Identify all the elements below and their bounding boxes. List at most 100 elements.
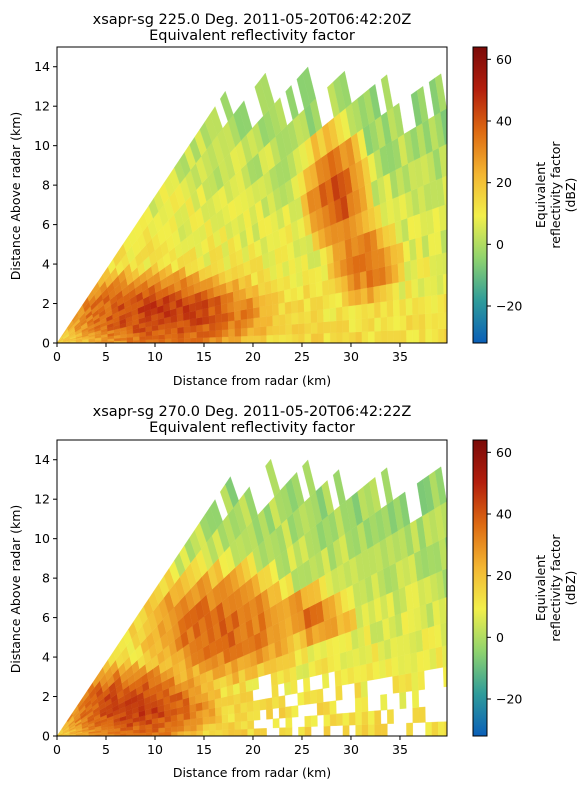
radar-gate: [442, 568, 447, 598]
radar-gate: [246, 297, 254, 310]
radar-gate: [269, 657, 278, 674]
radar-gate: [158, 727, 166, 733]
x-tick-label: 0: [53, 742, 61, 757]
radar-gate: [444, 328, 447, 343]
radar-gate: [209, 499, 223, 529]
radar-gate: [303, 297, 311, 312]
radar-gate: [291, 323, 299, 335]
x-tick-label: 15: [196, 742, 212, 757]
radar-gate: [435, 253, 444, 276]
radar-gate: [310, 322, 318, 334]
radar-gate: [145, 339, 153, 343]
radar-gate: [334, 276, 342, 294]
radar-gate: [278, 695, 286, 709]
radar-gate: [253, 728, 261, 736]
radar-gate: [234, 712, 242, 723]
radar-gate: [323, 321, 331, 334]
radar-gate: [234, 319, 242, 330]
radar-gate: [241, 728, 248, 736]
radar-gate: [333, 260, 342, 279]
radar-gate: [272, 314, 280, 327]
radar-gate: [360, 287, 368, 305]
radar-gate: [411, 690, 420, 709]
radar-gate: [302, 66, 316, 104]
radar-gate: [278, 302, 286, 316]
radar-gate: [391, 263, 399, 284]
radar-gate: [412, 707, 420, 724]
y-tick-label: 14: [34, 59, 50, 74]
radar-gate: [164, 726, 172, 733]
radar-gate: [416, 650, 425, 672]
radar-gate: [238, 668, 246, 683]
radar-gate: [310, 689, 318, 705]
radar-gate: [422, 649, 431, 671]
radar-gate: [366, 269, 374, 288]
radar-gate: [455, 249, 462, 272]
radar-gate: [145, 335, 153, 340]
radar-gate: [246, 700, 254, 713]
radar-gate: [398, 280, 406, 300]
radar-gate: [380, 694, 388, 711]
radar-gate: [404, 653, 412, 675]
radar-gate: [338, 70, 352, 109]
radar-gate: [240, 327, 248, 337]
radar-gate: [443, 293, 447, 313]
radar-gate: [152, 732, 159, 736]
radar-gate: [355, 331, 363, 343]
radar-gate: [339, 651, 348, 670]
radar-gate: [379, 284, 387, 303]
radar-gate: [253, 699, 261, 712]
radar-gate: [164, 338, 172, 343]
radar-gate: [208, 699, 216, 710]
radar-gate: [232, 289, 241, 302]
colorbar-label: Equivalent reflectivity factor (dBZ): [533, 534, 578, 642]
radar-gate: [332, 469, 346, 507]
radar-gate: [373, 285, 381, 303]
radar-gate: [449, 565, 458, 595]
radar-gate: [209, 336, 217, 343]
radar-gate: [374, 723, 382, 736]
radar-gate: [456, 664, 463, 686]
radar-gate: [177, 326, 185, 334]
radar-gate: [284, 301, 292, 315]
radar-gate: [196, 337, 204, 343]
radar-gate: [266, 334, 274, 343]
radar-gate: [158, 338, 166, 343]
radar-gate: [202, 330, 210, 338]
radar-gate: [183, 725, 191, 732]
radar-gate: [399, 298, 407, 317]
radar-gate: [139, 728, 147, 734]
radar-gate: [271, 684, 279, 698]
radar-gate: [245, 678, 253, 693]
radar-gate: [285, 334, 293, 343]
radar-gate: [177, 338, 185, 343]
radar-gate: [291, 312, 299, 325]
radar-gate: [304, 322, 312, 335]
colorbar-tick-label: −20: [496, 299, 522, 314]
radar-gate: [453, 226, 461, 251]
radar-gate: [274, 97, 288, 132]
radar-gate: [291, 333, 299, 343]
radar-gate: [297, 311, 305, 325]
colorbar-tick-label: 60: [496, 52, 512, 67]
radar-gate: [406, 329, 413, 343]
radar-gate: [304, 333, 312, 343]
radar-gate: [392, 282, 400, 301]
radar-gate: [406, 314, 413, 331]
radar-gate: [404, 672, 413, 692]
radar-gate: [195, 309, 203, 319]
radar-gate: [303, 677, 311, 693]
radar-gate: [435, 646, 444, 669]
radar-gate: [406, 722, 413, 736]
radar-gate: [330, 332, 337, 343]
radar-gate: [303, 284, 311, 300]
radar-gate: [221, 705, 229, 716]
radar-gate: [258, 282, 266, 297]
radar-gate: [227, 311, 235, 322]
radar-gate: [221, 312, 229, 323]
radar-gate: [263, 266, 271, 283]
x-tick-label: 0: [53, 349, 61, 364]
radar-gate: [373, 301, 381, 319]
radar-gate: [361, 696, 369, 713]
radar-gate: [177, 725, 185, 732]
